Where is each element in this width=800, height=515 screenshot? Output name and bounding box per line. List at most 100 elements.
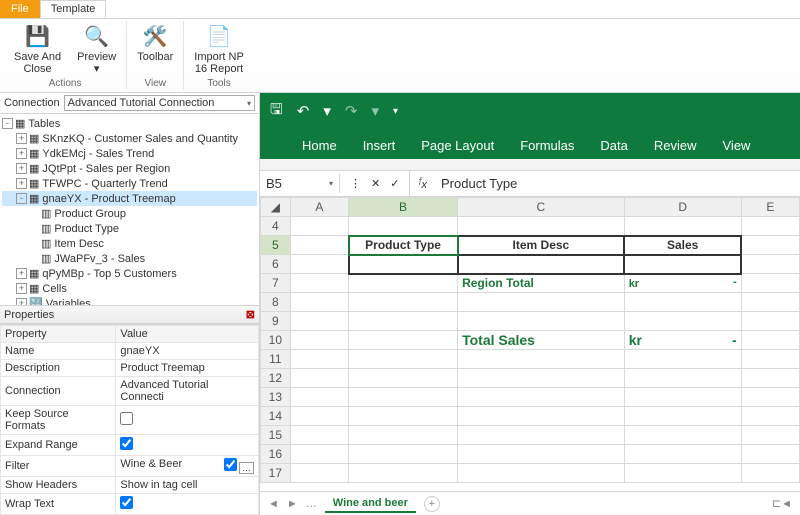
row-header[interactable]: 6 [261, 255, 291, 274]
cell[interactable] [349, 445, 458, 464]
prop-value[interactable]: Product Treemap [116, 360, 259, 377]
cell[interactable] [349, 217, 458, 236]
excel-tab-formulas[interactable]: Formulas [518, 132, 576, 159]
cell[interactable] [624, 445, 741, 464]
prop-value[interactable] [116, 494, 259, 515]
cell[interactable] [741, 331, 799, 350]
cell[interactable] [741, 445, 799, 464]
cell[interactable] [290, 426, 348, 445]
prop-value[interactable]: Show in tag cell [116, 477, 259, 494]
cell[interactable] [741, 426, 799, 445]
cell[interactable] [349, 293, 458, 312]
cell[interactable] [349, 407, 458, 426]
cell[interactable] [624, 255, 741, 274]
cell[interactable] [349, 350, 458, 369]
cell[interactable] [741, 464, 799, 483]
cell[interactable] [349, 274, 458, 293]
cell[interactable] [458, 426, 625, 445]
cell[interactable] [458, 407, 625, 426]
cell[interactable] [624, 388, 741, 407]
tree-node-variables[interactable]: +🔣Variables [2, 296, 257, 305]
cell[interactable] [290, 331, 348, 350]
scroll-left[interactable]: ⊏◄ [772, 497, 792, 510]
cell[interactable]: Sales [624, 236, 741, 255]
prop-value[interactable] [116, 406, 259, 435]
save-and-close-button[interactable]: 💾Save And Close [10, 21, 65, 77]
tree-node[interactable]: +▦qPyMBp - Top 5 Customers [2, 266, 257, 281]
fx-icon[interactable]: fx [410, 176, 435, 191]
row-header[interactable]: 17 [261, 464, 291, 483]
cell[interactable]: kr- [624, 274, 741, 293]
cell[interactable]: Total Sales [458, 331, 625, 350]
cell[interactable] [349, 426, 458, 445]
prop-checkbox[interactable] [120, 496, 133, 509]
tree-node[interactable]: -▦gnaeYX - Product Treemap [2, 191, 257, 206]
cell[interactable] [349, 331, 458, 350]
tree-node[interactable]: +▦YdkEMcj - Sales Trend [2, 146, 257, 161]
cell[interactable] [349, 464, 458, 483]
cell[interactable] [458, 388, 625, 407]
row-header[interactable]: 15 [261, 426, 291, 445]
connection-dropdown[interactable]: Advanced Tutorial Connection▾ [64, 95, 255, 111]
col-header[interactable]: B [349, 198, 458, 217]
cell[interactable] [741, 350, 799, 369]
cell[interactable] [290, 274, 348, 293]
cell[interactable] [624, 407, 741, 426]
cell[interactable] [741, 312, 799, 331]
excel-tab-data[interactable]: Data [598, 132, 629, 159]
cell[interactable] [290, 293, 348, 312]
cell[interactable]: Item Desc [458, 236, 625, 255]
cell[interactable] [458, 255, 625, 274]
cell[interactable] [290, 312, 348, 331]
tree-node[interactable]: +▦TFWPC - Quarterly Trend [2, 176, 257, 191]
col-header[interactable]: E [741, 198, 799, 217]
cell[interactable] [349, 388, 458, 407]
cell[interactable] [349, 369, 458, 388]
import-button[interactable]: 📄Import NP 16 Report [190, 21, 248, 77]
row-header[interactable]: 7 [261, 274, 291, 293]
tree-leaf[interactable]: ▥Product Group [2, 206, 257, 221]
prop-checkbox[interactable] [120, 412, 133, 425]
cell[interactable] [290, 217, 348, 236]
cell[interactable]: Region Total [458, 274, 625, 293]
cell[interactable] [290, 445, 348, 464]
cell[interactable] [741, 293, 799, 312]
row-header[interactable]: 11 [261, 350, 291, 369]
ellipsis-button[interactable]: … [239, 462, 254, 474]
cell[interactable] [290, 388, 348, 407]
tree-leaf[interactable]: ▥JWaPFv_3 - Sales [2, 251, 257, 266]
row-header[interactable]: 9 [261, 312, 291, 331]
tree-node[interactable]: +▦SKnzKQ - Customer Sales and Quantity [2, 131, 257, 146]
cell[interactable] [458, 312, 625, 331]
cell[interactable] [624, 464, 741, 483]
redo-more-icon[interactable]: ▾ [371, 102, 379, 120]
cell[interactable] [290, 236, 348, 255]
cell[interactable] [458, 445, 625, 464]
fx-dots-icon[interactable]: ⋮ [350, 177, 361, 190]
cell[interactable] [741, 388, 799, 407]
cell[interactable] [349, 312, 458, 331]
row-header[interactable]: 13 [261, 388, 291, 407]
tree-node[interactable]: +▦JQtPpt - Sales per Region [2, 161, 257, 176]
cell[interactable]: Product Type [349, 236, 458, 255]
cell[interactable] [458, 369, 625, 388]
row-header[interactable]: 14 [261, 407, 291, 426]
cell[interactable] [624, 312, 741, 331]
cell[interactable] [741, 369, 799, 388]
cell[interactable] [741, 236, 799, 255]
undo-more-icon[interactable]: ▾ [323, 102, 331, 120]
spreadsheet-grid[interactable]: ◢ A B C D E 45Product TypeItem DescSales… [260, 197, 800, 483]
undo-icon[interactable]: ↶ [297, 102, 310, 120]
cell[interactable] [741, 217, 799, 236]
cell[interactable] [290, 464, 348, 483]
row-header[interactable]: 10 [261, 331, 291, 350]
cell[interactable] [458, 350, 625, 369]
select-all[interactable]: ◢ [261, 198, 291, 217]
tab-file[interactable]: File [0, 0, 40, 18]
sheet-nav-prev[interactable]: ◄ [268, 498, 279, 510]
row-header[interactable]: 8 [261, 293, 291, 312]
tab-template[interactable]: Template [40, 0, 107, 18]
excel-save-icon[interactable]: 🖫 [270, 99, 283, 124]
fx-accept-icon[interactable]: ✓ [390, 177, 399, 190]
excel-tab-review[interactable]: Review [652, 132, 699, 159]
